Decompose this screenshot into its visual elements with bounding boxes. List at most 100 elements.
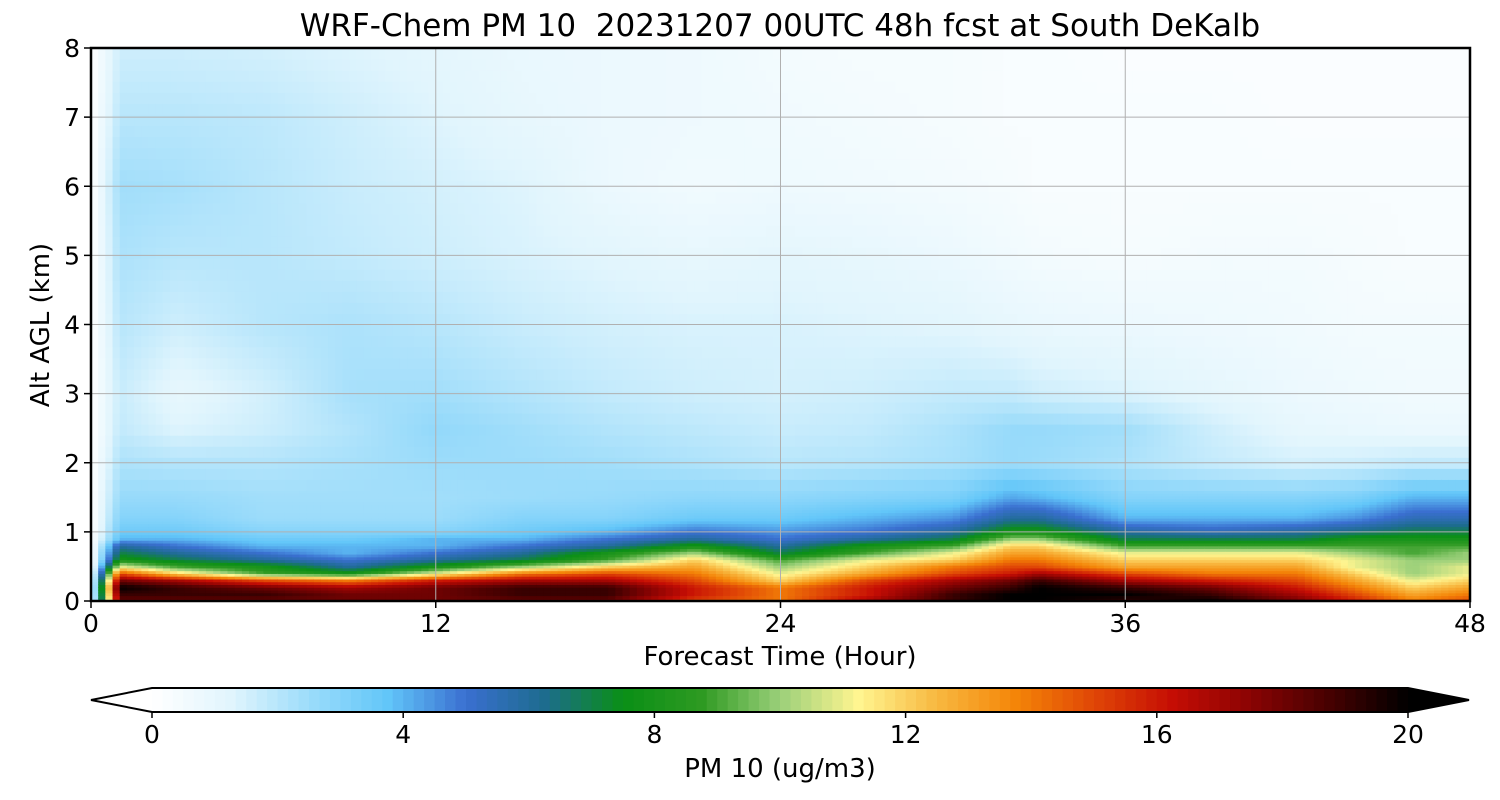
field-cell [407, 562, 415, 566]
field-cell [457, 59, 466, 71]
field-cell [450, 592, 458, 597]
field-cell [126, 526, 135, 530]
field-cell [155, 548, 164, 552]
field-cell [177, 537, 185, 541]
field-cell [320, 479, 329, 491]
field-cell [119, 269, 128, 281]
field-cell [155, 537, 164, 541]
field-cell [414, 302, 422, 315]
field-cell [277, 59, 286, 71]
field-cell [220, 578, 229, 583]
field-cell [148, 291, 157, 303]
field-cell [213, 559, 221, 563]
field-cell [450, 504, 458, 508]
field-cell [205, 390, 214, 403]
field-cell [112, 589, 121, 594]
field-cell [205, 346, 214, 359]
field-cell [191, 565, 200, 569]
field-cell [205, 379, 214, 392]
field-cell [493, 346, 501, 359]
field-cell [284, 280, 293, 292]
field-cell [371, 504, 379, 508]
field-cell [292, 48, 300, 60]
field-cell [493, 523, 501, 527]
field-cell [378, 576, 387, 580]
field-cell [407, 526, 415, 530]
field-cell [227, 559, 236, 563]
field-cell [320, 269, 329, 281]
field-cell [500, 495, 509, 500]
field-cell [428, 537, 437, 541]
field-cell [349, 589, 358, 594]
field-cell [356, 595, 365, 599]
field-cell [478, 236, 487, 248]
field-cell [119, 191, 128, 204]
field-cell [450, 247, 458, 259]
field-cell [335, 114, 343, 127]
field-cell [529, 368, 537, 381]
field-cell [198, 576, 207, 580]
field-cell [363, 581, 372, 585]
field-cell [91, 114, 99, 127]
field-cell [335, 509, 343, 514]
field-cell [241, 581, 250, 585]
field-cell [284, 81, 293, 93]
field-cell [177, 202, 185, 215]
field-cell [457, 526, 466, 530]
field-cell [227, 236, 236, 248]
field-cell [428, 562, 437, 566]
field-cell [421, 542, 430, 547]
field-cell [191, 576, 200, 580]
field-cell [392, 247, 401, 259]
field-cell [529, 236, 537, 248]
field-cell [306, 136, 315, 149]
field-cell [514, 504, 523, 508]
field-cell [507, 554, 516, 558]
field-cell [442, 468, 451, 480]
field-cell [464, 589, 473, 594]
field-cell [342, 70, 351, 82]
field-cell [399, 523, 408, 527]
field-cell [234, 424, 243, 436]
field-cell [277, 125, 286, 138]
field-cell [292, 114, 300, 127]
field-cell [213, 493, 221, 497]
field-cell [134, 515, 142, 519]
field-cell [421, 269, 430, 281]
field-cell [349, 125, 358, 138]
field-cell [134, 570, 142, 574]
field-cell [241, 551, 250, 555]
field-cell [213, 506, 221, 511]
field-cell [292, 125, 300, 138]
field-cell [442, 578, 451, 583]
field-cell [342, 335, 351, 348]
field-cell [205, 258, 214, 270]
field-cell [177, 559, 185, 563]
field-cell [126, 495, 135, 500]
field-cell [105, 526, 114, 530]
field-cell [299, 291, 308, 303]
field-cell [98, 573, 106, 577]
field-cell [428, 548, 437, 552]
field-cell [198, 548, 207, 552]
field-cell [435, 578, 444, 583]
field-cell [191, 559, 200, 563]
field-cell [213, 595, 221, 599]
field-cell [184, 280, 193, 292]
field-cell [277, 595, 286, 599]
field-cell [177, 412, 185, 425]
field-cell [91, 576, 99, 580]
field-cell [313, 92, 322, 104]
field-cell [450, 191, 458, 204]
field-cell [414, 506, 422, 511]
field-cell [284, 506, 293, 511]
field-cell [500, 169, 509, 182]
field-cell [407, 537, 415, 541]
field-cell [313, 592, 322, 597]
field-cell [299, 537, 308, 541]
field-cell [205, 589, 214, 594]
field-cell [256, 92, 264, 104]
field-cell [177, 551, 185, 555]
field-cell [105, 158, 114, 171]
field-cell [170, 424, 178, 436]
